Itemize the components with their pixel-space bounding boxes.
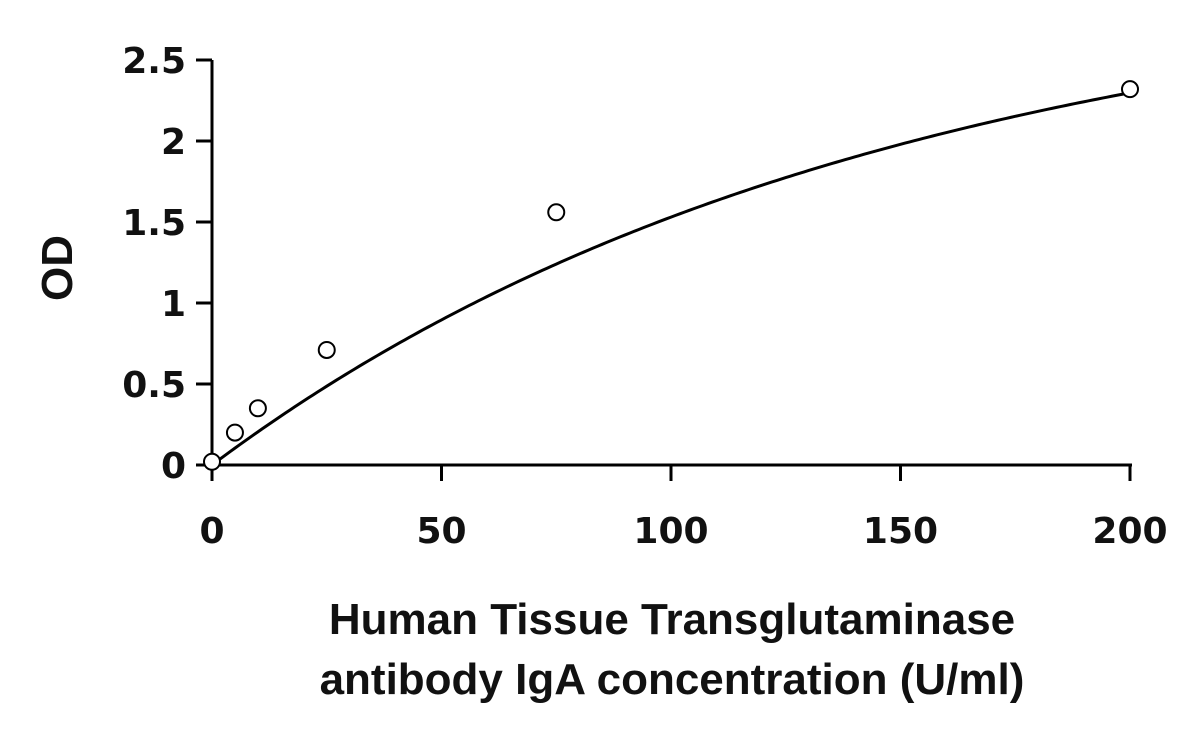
x-axis-title-line-1: Human Tissue Transglutaminase <box>329 595 1015 644</box>
data-point <box>248 399 267 418</box>
y-tick-label: 2 <box>161 122 186 163</box>
data-point <box>225 423 244 442</box>
y-tick-label: 1 <box>161 284 186 325</box>
ticks: 0 0.5 1 1.5 2 2.5 0 50 100 150 200 <box>122 41 1167 552</box>
y-tick-label: 1.5 <box>122 203 186 244</box>
fit-curve <box>211 91 1131 467</box>
data-point <box>1121 80 1139 99</box>
data-point <box>317 340 336 359</box>
y-tick-label: 2.5 <box>122 41 186 82</box>
data-points <box>203 80 1139 471</box>
x-tick-label: 0 <box>199 511 224 552</box>
x-tick-label: 50 <box>416 511 466 552</box>
fit-curve-layer <box>211 91 1131 467</box>
data-point <box>547 203 566 222</box>
x-tick-label: 100 <box>633 511 708 552</box>
y-tick-label: 0.5 <box>122 365 186 406</box>
data-point <box>203 452 221 471</box>
x-axis-title-line-2: antibody IgA concentration (U/ml) <box>320 655 1025 704</box>
x-tick-label: 200 <box>1092 511 1167 552</box>
y-tick-label: 0 <box>161 446 186 487</box>
x-tick-label: 150 <box>863 511 938 552</box>
y-axis-title: OD <box>33 235 82 301</box>
